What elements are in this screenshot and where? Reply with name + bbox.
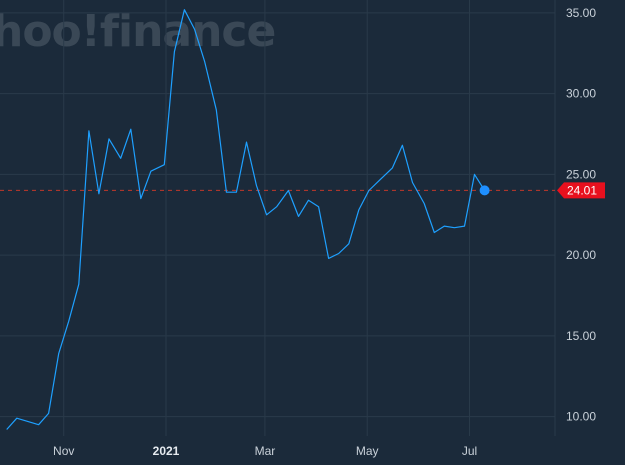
y-tick-label: 10.00 bbox=[566, 410, 596, 424]
series-point bbox=[357, 208, 360, 211]
series-point bbox=[119, 157, 122, 160]
series-point bbox=[173, 50, 176, 53]
x-tick-label: 2021 bbox=[153, 444, 180, 458]
series-point bbox=[265, 213, 268, 216]
series-point bbox=[57, 352, 60, 355]
series-point bbox=[225, 191, 228, 194]
series-point bbox=[367, 189, 370, 192]
series-point bbox=[401, 144, 404, 147]
y-tick-label: 35.00 bbox=[566, 6, 596, 20]
series-point bbox=[347, 242, 350, 245]
series-point bbox=[317, 205, 320, 208]
current-price-dot[interactable] bbox=[479, 185, 490, 196]
series-point bbox=[337, 252, 340, 255]
series-point bbox=[5, 428, 8, 431]
series-point bbox=[235, 191, 238, 194]
x-tick-label: Jul bbox=[462, 444, 477, 458]
current-price-label-badge bbox=[557, 182, 605, 199]
x-tick-label: Nov bbox=[53, 444, 74, 458]
series-point bbox=[183, 8, 186, 11]
series-line[interactable] bbox=[6, 9, 486, 430]
series-point bbox=[97, 192, 100, 195]
series-point bbox=[77, 283, 80, 286]
series-point bbox=[433, 231, 436, 234]
series-point bbox=[108, 137, 111, 140]
series-point bbox=[15, 417, 18, 420]
y-tick-label: 20.00 bbox=[566, 248, 596, 262]
series-point bbox=[215, 108, 218, 111]
series-point bbox=[129, 128, 132, 131]
series-point bbox=[297, 215, 300, 218]
series-point bbox=[37, 423, 40, 426]
yahoo-finance-watermark: hoo!finance bbox=[0, 6, 275, 57]
series-point bbox=[473, 173, 476, 176]
series-point bbox=[67, 320, 70, 323]
series-point bbox=[245, 141, 248, 144]
series-point bbox=[327, 257, 330, 260]
series-point bbox=[47, 412, 50, 415]
x-tick-label: Mar bbox=[255, 444, 276, 458]
series-point bbox=[149, 170, 152, 173]
series-point bbox=[203, 60, 206, 63]
series-point bbox=[463, 225, 466, 228]
x-axis-ticks: Nov 2021 Mar May Jul bbox=[53, 444, 477, 458]
series-point bbox=[379, 178, 382, 181]
series-point bbox=[275, 205, 278, 208]
series-point bbox=[453, 226, 456, 229]
series-point bbox=[87, 129, 90, 132]
series-point bbox=[391, 166, 394, 169]
grid-lines bbox=[0, 0, 556, 436]
series-point bbox=[423, 202, 426, 205]
y-tick-label: 30.00 bbox=[566, 87, 596, 101]
series-point bbox=[443, 225, 446, 228]
series-point bbox=[163, 163, 166, 166]
y-axis-ticks: 10.00 15.00 20.00 25.00 30.00 35.00 bbox=[566, 6, 596, 424]
y-tick-label: 25.00 bbox=[566, 167, 596, 181]
series-point bbox=[411, 181, 414, 184]
y-tick-label: 15.00 bbox=[566, 329, 596, 343]
current-price-label-text: 24.01 bbox=[567, 183, 597, 197]
series-point bbox=[193, 28, 196, 31]
series-point bbox=[255, 184, 258, 187]
current-price-label: 24.01 bbox=[557, 182, 605, 199]
series-point bbox=[139, 197, 142, 200]
series-point bbox=[287, 189, 290, 192]
x-tick-label: May bbox=[356, 444, 379, 458]
series-point bbox=[307, 199, 310, 202]
